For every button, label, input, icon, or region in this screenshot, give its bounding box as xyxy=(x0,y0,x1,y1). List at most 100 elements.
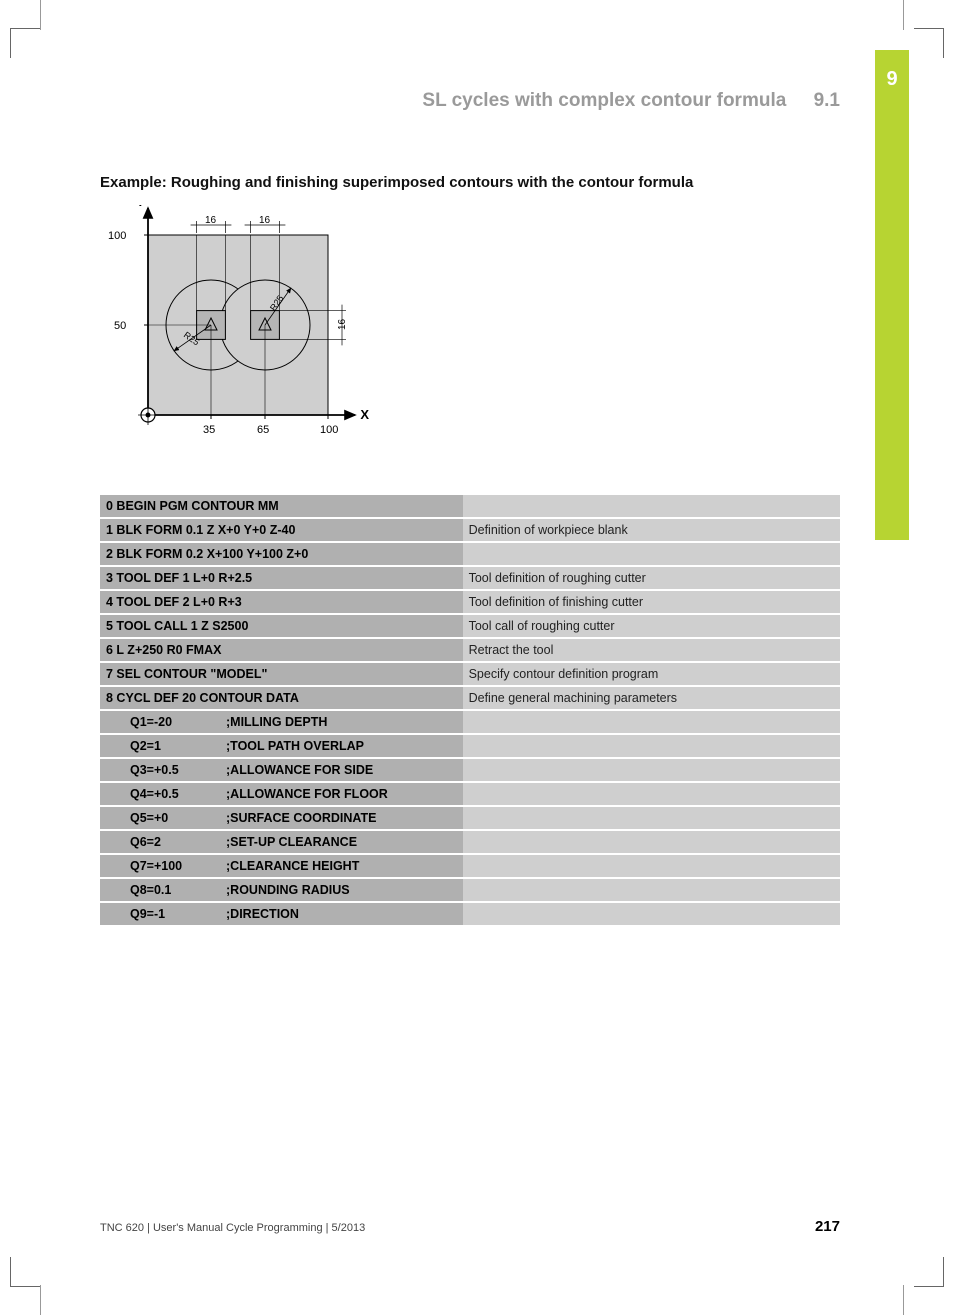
table-row: 2 BLK FORM 0.2 X+100 Y+100 Z+0 xyxy=(100,542,840,566)
table-row: 0 BEGIN PGM CONTOUR MM xyxy=(100,495,840,518)
code-description xyxy=(463,495,840,518)
table-row: 1 BLK FORM 0.1 Z X+0 Y+0 Z-40Definition … xyxy=(100,518,840,542)
param-q: Q9=-1 xyxy=(106,907,226,921)
table-row: 4 TOOL DEF 2 L+0 R+3Tool definition of f… xyxy=(100,590,840,614)
table-row: Q7=+100;CLEARANCE HEIGHT xyxy=(100,854,840,878)
crop-mark xyxy=(10,1257,40,1287)
table-row: 7 SEL CONTOUR "MODEL"Specify contour def… xyxy=(100,662,840,686)
svg-text:16: 16 xyxy=(337,318,348,330)
param-label: ;CLEARANCE HEIGHT xyxy=(226,859,359,873)
svg-text:100: 100 xyxy=(320,424,338,436)
page-header: SL cycles with complex contour formula 9… xyxy=(100,50,840,172)
param-desc xyxy=(463,878,840,902)
param-label: ;SURFACE COORDINATE xyxy=(226,811,376,825)
svg-text:16: 16 xyxy=(205,215,217,226)
param-desc xyxy=(463,854,840,878)
table-row: Q6=2;SET-UP CLEARANCE xyxy=(100,830,840,854)
param-desc xyxy=(463,902,840,926)
code-description: Tool definition of roughing cutter xyxy=(463,566,840,590)
param-q: Q4=+0.5 xyxy=(106,787,226,801)
param-cell: Q7=+100;CLEARANCE HEIGHT xyxy=(100,854,463,878)
guide-mark xyxy=(903,1285,904,1315)
param-q: Q3=+0.5 xyxy=(106,763,226,777)
page-number: 217 xyxy=(815,1218,840,1235)
param-cell: Q5=+0;SURFACE COORDINATE xyxy=(100,806,463,830)
code-command: 1 BLK FORM 0.1 Z X+0 Y+0 Z-40 xyxy=(100,518,463,542)
param-label: ;TOOL PATH OVERLAP xyxy=(226,739,364,753)
code-description xyxy=(463,542,840,566)
table-row: Q2=1;TOOL PATH OVERLAP xyxy=(100,734,840,758)
svg-text:X: X xyxy=(360,407,369,422)
param-q: Q7=+100 xyxy=(106,859,226,873)
param-desc xyxy=(463,710,840,734)
svg-text:Y: Y xyxy=(136,205,145,209)
param-cell: Q3=+0.5;ALLOWANCE FOR SIDE xyxy=(100,758,463,782)
header-title: SL cycles with complex contour formula xyxy=(422,90,786,111)
chapter-number: 9 xyxy=(875,50,909,91)
example-heading: Example: Roughing and finishing superimp… xyxy=(100,172,840,193)
header-section: 9.1 xyxy=(814,90,840,111)
table-row: 8 CYCL DEF 20 CONTOUR DATADefine general… xyxy=(100,686,840,710)
table-row: 3 TOOL DEF 1 L+0 R+2.5Tool definition of… xyxy=(100,566,840,590)
param-q: Q1=-20 xyxy=(106,715,226,729)
code-table: 0 BEGIN PGM CONTOUR MM1 BLK FORM 0.1 Z X… xyxy=(100,495,840,927)
code-description: Specify contour definition program xyxy=(463,662,840,686)
code-command: 4 TOOL DEF 2 L+0 R+3 xyxy=(100,590,463,614)
param-label: ;ALLOWANCE FOR SIDE xyxy=(226,763,373,777)
param-cell: Q9=-1;DIRECTION xyxy=(100,902,463,926)
footer-text: TNC 620 | User's Manual Cycle Programmin… xyxy=(100,1222,365,1234)
code-description: Define general machining parameters xyxy=(463,686,840,710)
param-label: ;MILLING DEPTH xyxy=(226,715,327,729)
param-desc xyxy=(463,734,840,758)
guide-mark xyxy=(903,0,904,30)
chapter-tab: 9 xyxy=(875,50,909,540)
code-command: 6 L Z+250 R0 FMAX xyxy=(100,638,463,662)
code-description: Definition of workpiece blank xyxy=(463,518,840,542)
code-command: 8 CYCL DEF 20 CONTOUR DATA xyxy=(100,686,463,710)
crop-mark xyxy=(10,28,40,58)
param-label: ;DIRECTION xyxy=(226,907,299,921)
param-cell: Q6=2;SET-UP CLEARANCE xyxy=(100,830,463,854)
param-q: Q5=+0 xyxy=(106,811,226,825)
param-q: Q2=1 xyxy=(106,739,226,753)
table-row: Q3=+0.5;ALLOWANCE FOR SIDE xyxy=(100,758,840,782)
param-q: Q6=2 xyxy=(106,835,226,849)
code-description: Tool call of roughing cutter xyxy=(463,614,840,638)
guide-mark xyxy=(40,1285,41,1315)
table-row: Q9=-1;DIRECTION xyxy=(100,902,840,926)
table-row: 6 L Z+250 R0 FMAXRetract the tool xyxy=(100,638,840,662)
table-row: Q5=+0;SURFACE COORDINATE xyxy=(100,806,840,830)
code-description: Tool definition of finishing cutter xyxy=(463,590,840,614)
param-label: ;ALLOWANCE FOR FLOOR xyxy=(226,787,388,801)
code-command: 0 BEGIN PGM CONTOUR MM xyxy=(100,495,463,518)
code-command: 7 SEL CONTOUR "MODEL" xyxy=(100,662,463,686)
table-row: Q4=+0.5;ALLOWANCE FOR FLOOR xyxy=(100,782,840,806)
example-heading-text: Example: Roughing and finishing superimp… xyxy=(100,174,693,191)
guide-mark xyxy=(40,0,41,30)
param-cell: Q4=+0.5;ALLOWANCE FOR FLOOR xyxy=(100,782,463,806)
code-description: Retract the tool xyxy=(463,638,840,662)
table-row: Q8=0.1;ROUNDING RADIUS xyxy=(100,878,840,902)
page-content: SL cycles with complex contour formula 9… xyxy=(100,50,840,927)
param-label: ;ROUNDING RADIUS xyxy=(226,883,350,897)
param-desc xyxy=(463,806,840,830)
crop-mark xyxy=(914,28,944,58)
code-command: 3 TOOL DEF 1 L+0 R+2.5 xyxy=(100,566,463,590)
param-desc xyxy=(463,782,840,806)
param-desc xyxy=(463,758,840,782)
svg-text:50: 50 xyxy=(114,320,126,332)
svg-text:16: 16 xyxy=(259,215,271,226)
table-row: Q1=-20;MILLING DEPTH xyxy=(100,710,840,734)
param-cell: Q2=1;TOOL PATH OVERLAP xyxy=(100,734,463,758)
param-cell: Q1=-20;MILLING DEPTH xyxy=(100,710,463,734)
page-footer: TNC 620 | User's Manual Cycle Programmin… xyxy=(100,1218,840,1235)
param-q: Q8=0.1 xyxy=(106,883,226,897)
svg-text:65: 65 xyxy=(257,424,269,436)
param-desc xyxy=(463,830,840,854)
code-command: 2 BLK FORM 0.2 X+100 Y+100 Z+0 xyxy=(100,542,463,566)
contour-diagram: XY100503565100161616R25R25 xyxy=(100,205,840,455)
svg-text:35: 35 xyxy=(203,424,215,436)
param-label: ;SET-UP CLEARANCE xyxy=(226,835,357,849)
crop-mark xyxy=(914,1257,944,1287)
table-row: 5 TOOL CALL 1 Z S2500Tool call of roughi… xyxy=(100,614,840,638)
